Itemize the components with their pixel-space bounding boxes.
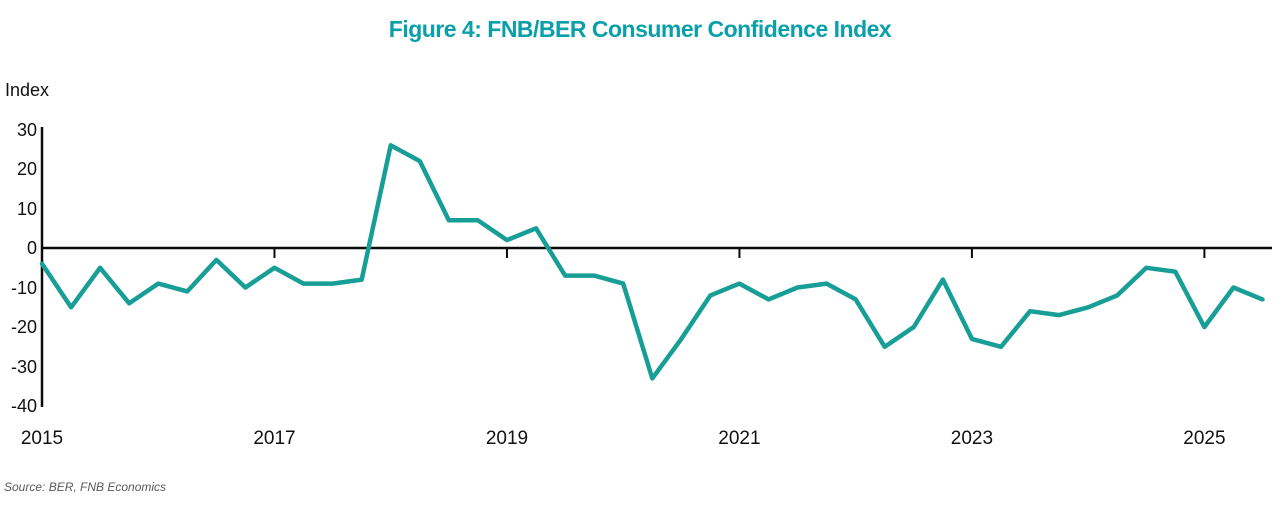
x-tick-label: 2021 [718,428,761,449]
x-tick-label: 2015 [20,428,64,449]
x-tick-label: 2025 [1183,428,1226,449]
x-tick-label: 2023 [950,428,994,449]
confidence-index-line [39,143,1265,381]
y-tick-label: -10 [10,277,37,298]
y-axis-title: Index [5,80,50,100]
y-tick-label: 0 [26,238,37,258]
x-tick-label: 2019 [485,428,529,449]
y-tick-label: 30 [16,119,37,140]
y-tick-label: 10 [16,198,37,219]
y-tick-label: -30 [10,356,37,377]
y-tick-label: -20 [10,317,37,337]
y-tick-label: -40 [10,396,37,416]
x-tick-label: 2017 [253,428,296,449]
y-tick-label: 20 [16,159,37,179]
source-note: Source: BER, FNB Economics [4,480,167,494]
chart-title: Figure 4: FNB/BER Consumer Confidence In… [388,16,892,42]
